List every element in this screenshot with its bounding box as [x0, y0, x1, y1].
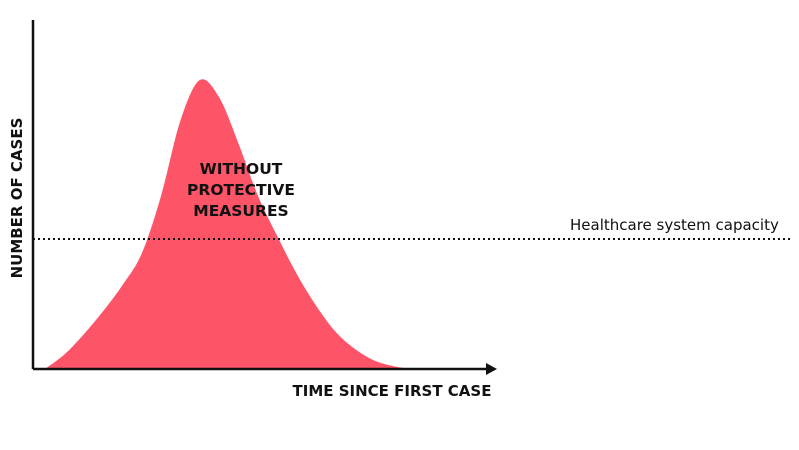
- cases-curve-area: [45, 79, 432, 370]
- x-axis-arrowhead: [486, 363, 497, 375]
- y-axis-label: NUMBER OF CASES: [8, 118, 26, 279]
- x-axis-label: TIME SINCE FIRST CASE: [293, 382, 492, 400]
- curve-annotation-line: MEASURES: [193, 202, 288, 220]
- curve-annotation-line: PROTECTIVE: [187, 181, 295, 199]
- curve-annotation: WITHOUT PROTECTIVE MEASURES: [187, 160, 295, 220]
- curve-annotation-line: WITHOUT: [200, 160, 283, 178]
- capacity-threshold-label: Healthcare system capacity: [570, 216, 779, 234]
